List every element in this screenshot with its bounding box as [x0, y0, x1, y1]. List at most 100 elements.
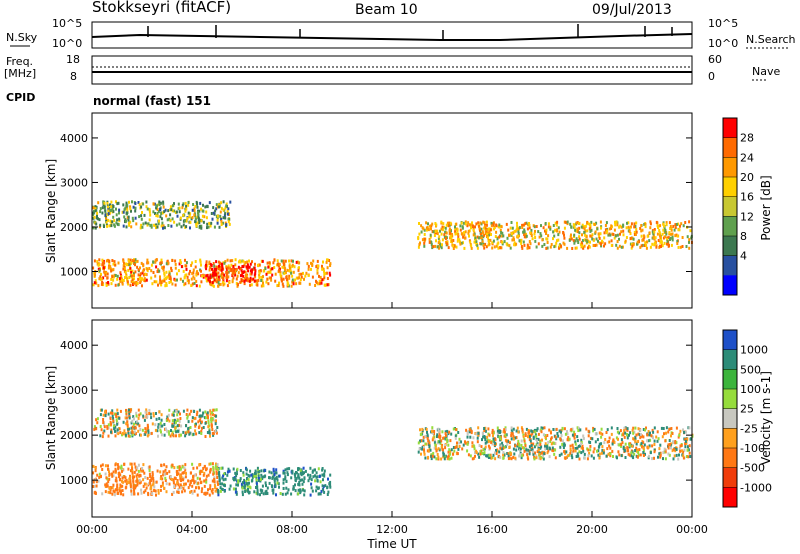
echo-cell	[668, 231, 671, 235]
echo-cell	[154, 428, 157, 432]
echo-cell	[168, 432, 171, 436]
echo-cell	[423, 448, 425, 452]
echo-cell	[195, 480, 197, 484]
echo-cell	[243, 484, 246, 488]
echo-cell	[201, 414, 204, 418]
echo-cell	[440, 457, 443, 461]
echo-cell	[248, 279, 251, 283]
echo-cell	[507, 457, 510, 461]
echo-cell	[224, 477, 227, 481]
echo-cell	[574, 442, 577, 446]
echo-cell	[589, 225, 592, 229]
echo-cell	[574, 239, 577, 243]
echo-cell	[185, 219, 188, 223]
echo-cell	[638, 433, 641, 437]
echo-cell	[310, 261, 312, 265]
echo-cell	[487, 453, 490, 457]
echo-cell	[652, 236, 655, 239]
echo-cell	[145, 408, 148, 412]
echo-cell	[529, 242, 532, 246]
echo-cell	[603, 441, 606, 445]
echo-cell	[137, 479, 140, 483]
echo-cell	[169, 277, 172, 281]
echo-cell	[275, 493, 277, 497]
echo-cell	[112, 417, 115, 420]
echo-cell	[192, 466, 195, 470]
echo-cell	[193, 277, 196, 281]
echo-cell	[448, 448, 451, 452]
echo-cell	[138, 424, 141, 428]
echo-cell	[124, 271, 127, 275]
echo-cell	[205, 210, 208, 214]
echo-cell	[688, 240, 690, 244]
echo-cell	[234, 490, 237, 494]
echo-cell	[493, 245, 496, 249]
echo-cell	[430, 224, 433, 228]
echo-cell	[196, 493, 199, 497]
echo-cell	[664, 457, 667, 461]
echo-cell	[107, 467, 109, 471]
echo-cell	[494, 438, 497, 442]
echo-cell	[216, 221, 219, 225]
echo-cell	[672, 440, 675, 444]
echo-cell	[110, 422, 113, 426]
echo-cell	[188, 215, 191, 219]
echo-cell	[662, 451, 665, 455]
echo-cell	[246, 263, 249, 267]
echo-cell	[434, 439, 436, 443]
echo-cell	[132, 205, 135, 209]
echo-cell	[115, 221, 118, 225]
echo-cell	[193, 213, 196, 217]
echo-cell	[307, 273, 310, 277]
echo-cell	[246, 260, 249, 264]
echo-cell	[581, 444, 584, 448]
echo-cell	[117, 466, 120, 470]
echo-cell	[503, 453, 506, 457]
colorbar-swatch	[723, 255, 737, 276]
echo-cell	[207, 473, 210, 477]
echo-cell	[282, 284, 285, 288]
echo-cell	[226, 266, 229, 270]
echo-cell	[175, 434, 177, 438]
echo-cell	[159, 488, 162, 492]
echo-cell	[237, 481, 240, 485]
echo-cell	[587, 222, 590, 226]
echo-cell	[99, 275, 102, 279]
echo-cell	[297, 268, 300, 272]
echo-cell	[116, 202, 119, 206]
echo-cell	[244, 270, 247, 274]
echo-cell	[283, 271, 286, 275]
echo-cell	[329, 264, 332, 267]
echo-cell	[99, 413, 102, 417]
echo-cell	[192, 203, 195, 206]
echo-cell	[260, 279, 263, 282]
echo-cell	[159, 470, 162, 474]
echo-cell	[297, 492, 300, 496]
echo-cell	[96, 260, 99, 264]
echo-cell	[635, 446, 638, 450]
echo-cell	[526, 243, 529, 247]
echo-cell	[428, 445, 431, 449]
echo-cell	[168, 419, 171, 423]
echo-cell	[640, 442, 643, 446]
echo-cell	[594, 432, 597, 436]
echo-cell	[201, 274, 204, 278]
echo-cell	[218, 225, 221, 229]
echo-cell	[474, 451, 476, 454]
echo-cell	[158, 200, 161, 204]
echo-cell	[574, 449, 577, 453]
echo-cell	[523, 449, 526, 453]
echo-cell	[422, 227, 425, 231]
echo-cell	[125, 201, 128, 205]
echo-cell	[122, 203, 125, 207]
echo-cell	[529, 439, 532, 443]
echo-cell	[587, 429, 590, 433]
echo-cell	[136, 479, 139, 483]
echo-cell	[137, 273, 140, 277]
echo-cell	[668, 427, 671, 431]
echo-cell	[112, 489, 115, 493]
echo-cell	[437, 455, 440, 459]
echo-cell	[92, 471, 95, 475]
echo-cell	[478, 225, 481, 229]
